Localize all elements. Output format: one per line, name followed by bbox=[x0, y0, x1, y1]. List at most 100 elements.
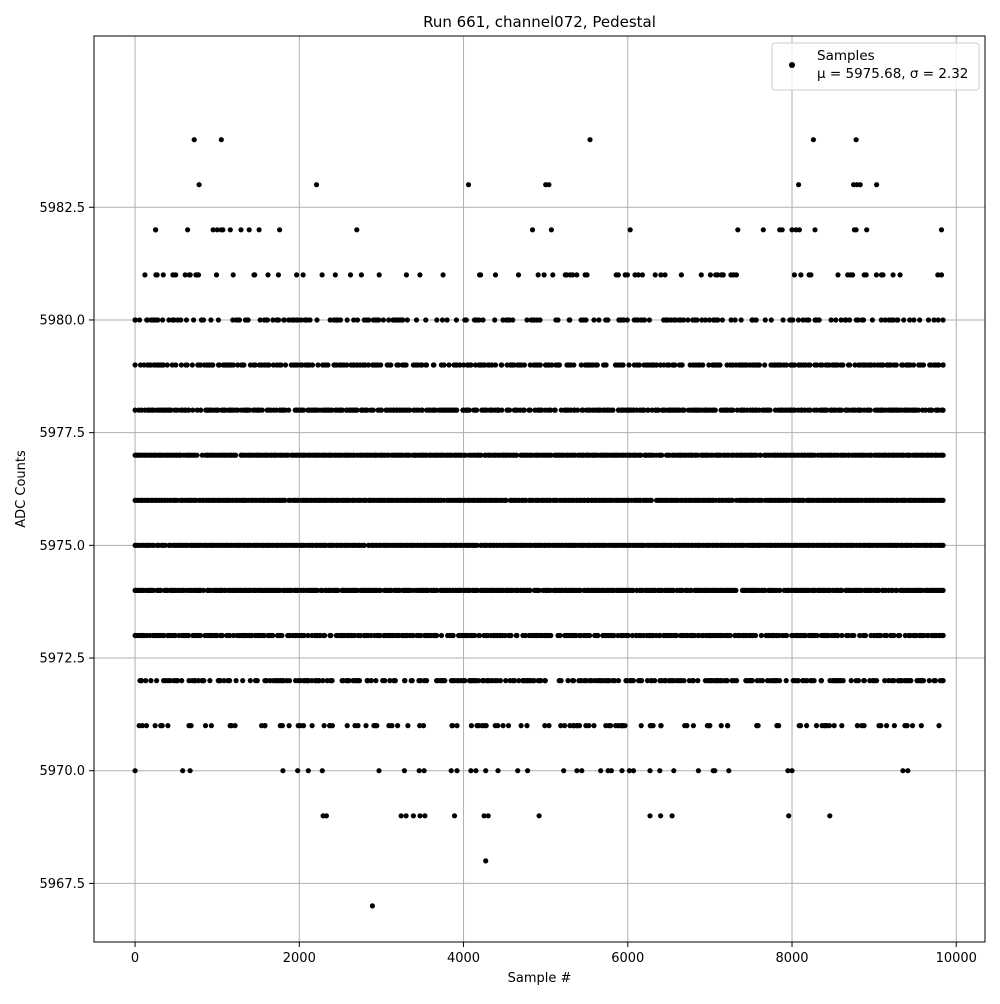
data-point bbox=[481, 813, 487, 819]
data-point bbox=[940, 497, 946, 503]
data-point bbox=[314, 317, 320, 323]
data-point bbox=[840, 678, 846, 684]
data-point bbox=[940, 407, 946, 413]
data-point bbox=[814, 632, 820, 639]
data-point bbox=[305, 632, 311, 639]
data-point bbox=[279, 723, 285, 729]
data-point bbox=[215, 317, 221, 323]
data-point bbox=[468, 768, 474, 774]
data-point bbox=[730, 407, 736, 413]
data-point bbox=[143, 678, 149, 684]
data-point bbox=[230, 362, 236, 368]
data-point bbox=[454, 407, 460, 413]
data-point bbox=[417, 272, 423, 278]
data-point bbox=[835, 272, 841, 278]
data-point bbox=[641, 317, 648, 323]
data-point bbox=[546, 723, 552, 729]
data-point bbox=[685, 317, 691, 323]
data-point bbox=[813, 723, 820, 729]
data-point bbox=[511, 678, 518, 684]
data-point bbox=[681, 678, 687, 684]
data-point bbox=[247, 678, 253, 684]
data-point bbox=[610, 407, 616, 413]
data-point bbox=[235, 362, 241, 368]
data-point bbox=[173, 362, 179, 368]
data-point bbox=[795, 678, 801, 684]
data-point bbox=[265, 272, 271, 278]
data-point bbox=[635, 272, 641, 278]
data-point bbox=[702, 317, 709, 323]
data-point bbox=[132, 768, 138, 774]
data-point bbox=[612, 678, 618, 684]
data-point bbox=[278, 362, 284, 368]
data-point bbox=[594, 362, 600, 368]
data-point bbox=[796, 227, 803, 233]
data-point bbox=[155, 317, 161, 323]
data-point bbox=[561, 768, 567, 774]
data-point bbox=[935, 317, 941, 323]
data-point bbox=[215, 407, 221, 413]
data-point bbox=[514, 452, 520, 458]
data-point bbox=[213, 272, 220, 278]
data-point bbox=[354, 227, 360, 233]
data-point bbox=[536, 813, 542, 819]
data-point bbox=[154, 272, 160, 278]
data-point bbox=[615, 678, 622, 684]
data-point bbox=[527, 587, 533, 594]
data-point bbox=[909, 723, 916, 729]
data-point bbox=[636, 362, 642, 368]
data-point bbox=[221, 678, 227, 684]
data-point bbox=[280, 768, 286, 774]
data-point bbox=[335, 587, 341, 594]
data-point bbox=[413, 317, 420, 323]
data-point bbox=[796, 182, 802, 188]
data-point bbox=[574, 407, 581, 413]
data-point bbox=[835, 632, 841, 639]
data-point bbox=[329, 407, 335, 413]
data-point bbox=[398, 813, 404, 819]
data-point bbox=[807, 362, 813, 368]
data-point bbox=[232, 723, 238, 729]
data-point bbox=[738, 317, 744, 323]
data-point bbox=[376, 317, 382, 323]
data-point bbox=[539, 407, 545, 413]
data-point bbox=[808, 272, 814, 278]
data-point bbox=[789, 768, 795, 774]
data-point bbox=[571, 678, 577, 684]
data-point bbox=[698, 272, 704, 278]
data-point bbox=[724, 678, 730, 684]
data-point bbox=[321, 723, 327, 729]
data-point bbox=[524, 317, 530, 323]
data-point bbox=[492, 317, 498, 323]
data-point bbox=[300, 723, 307, 729]
data-point bbox=[537, 362, 543, 368]
legend-box bbox=[771, 42, 980, 91]
data-point bbox=[451, 813, 458, 819]
data-point bbox=[681, 407, 687, 413]
data-point bbox=[584, 272, 590, 278]
data-point bbox=[847, 362, 853, 368]
data-point bbox=[938, 227, 945, 233]
data-point bbox=[695, 768, 702, 774]
data-point bbox=[645, 407, 651, 413]
data-point bbox=[495, 723, 501, 729]
data-point bbox=[729, 497, 735, 503]
data-point bbox=[657, 768, 663, 774]
data-point bbox=[542, 723, 548, 729]
data-point bbox=[619, 768, 625, 774]
data-point bbox=[355, 723, 361, 729]
data-point bbox=[869, 317, 876, 323]
data-point bbox=[499, 407, 505, 413]
data-point bbox=[235, 407, 241, 413]
data-point bbox=[622, 723, 628, 729]
data-point bbox=[376, 768, 382, 774]
data-point bbox=[358, 272, 364, 278]
data-point bbox=[200, 587, 206, 594]
data-point bbox=[309, 723, 315, 729]
data-point bbox=[245, 317, 251, 323]
data-point bbox=[387, 678, 393, 684]
data-point bbox=[658, 813, 664, 819]
data-point bbox=[483, 768, 489, 774]
data-point bbox=[853, 137, 859, 143]
data-point bbox=[240, 678, 246, 684]
